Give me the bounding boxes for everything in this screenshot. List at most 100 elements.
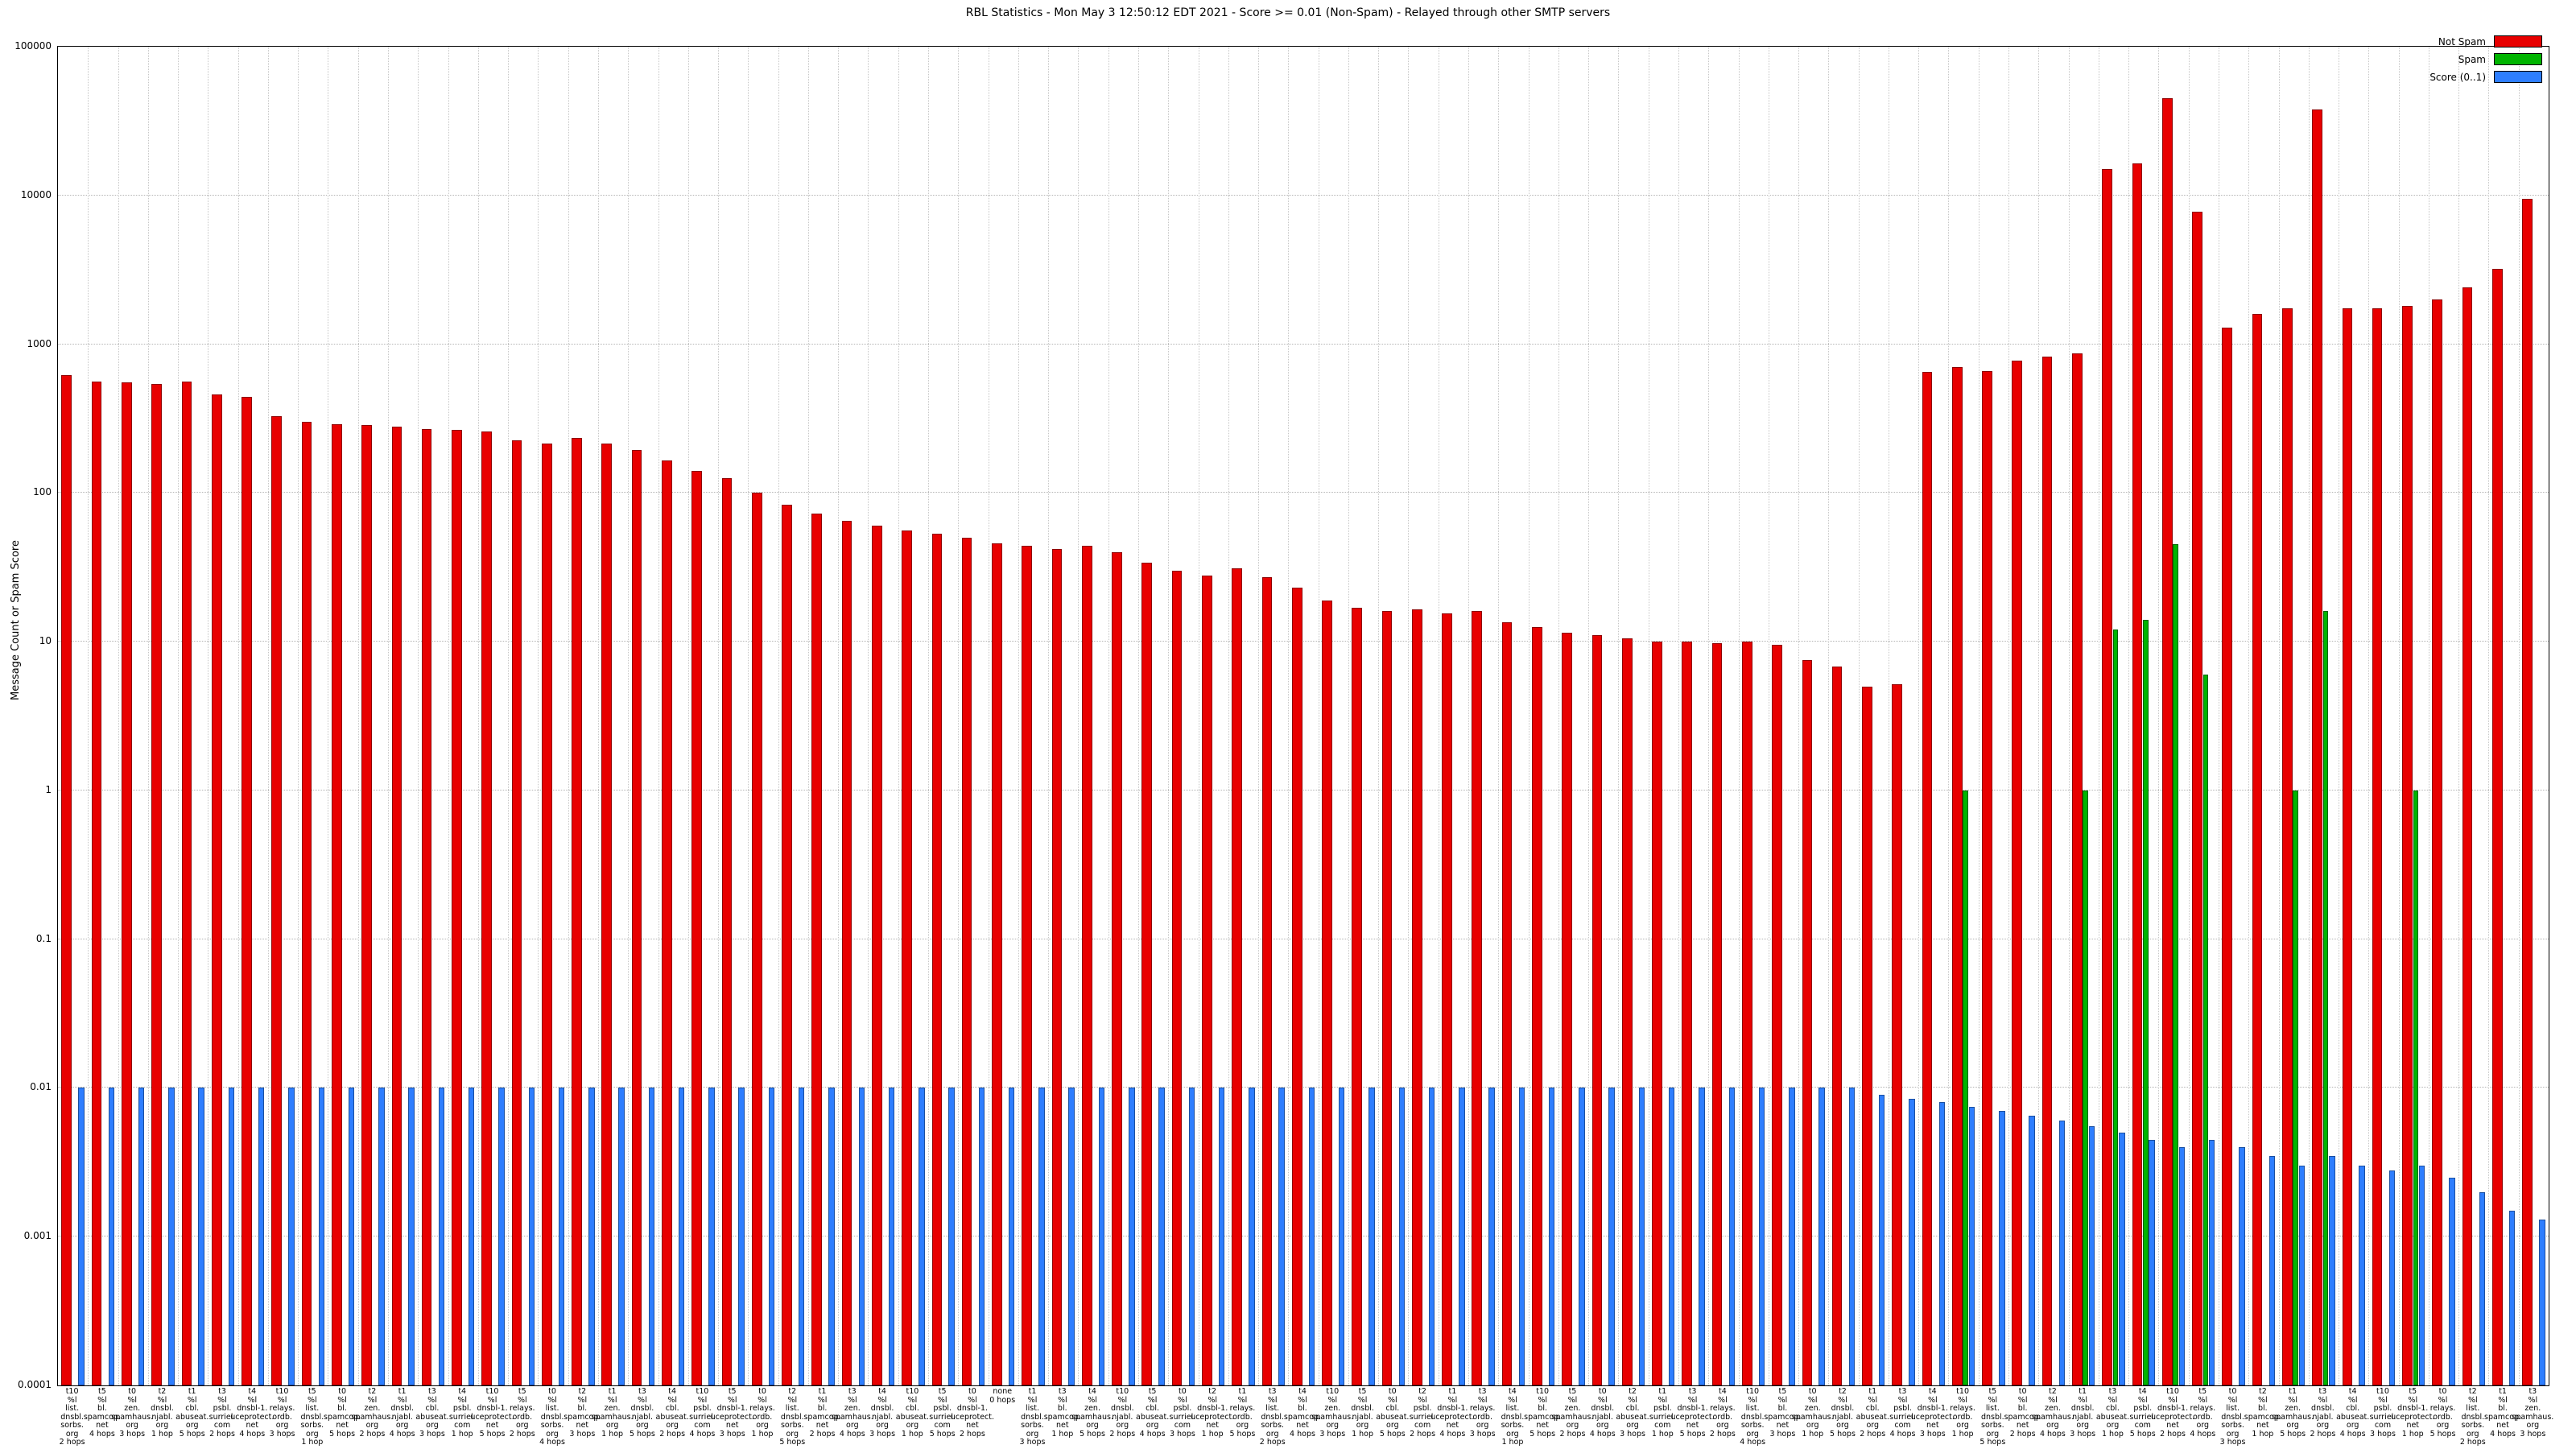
x-tick-label: t2 %l psbl. surriel. com 2 hops [1409, 1387, 1436, 1439]
gridline-vertical [898, 47, 899, 1385]
gridline-vertical [2308, 47, 2310, 1385]
bar-not-spam [1682, 642, 1693, 1385]
x-tick-label: t0 %l zen. spamhaus. org 1 hop [1791, 1387, 1834, 1439]
x-tick-label: t0 %l relays. ordb. org 5 hops [2429, 1387, 2456, 1439]
x-tick-label: t4 %l psbl. surriel. com 5 hops [2129, 1387, 2157, 1439]
bar-score [2479, 1191, 2485, 1385]
bar-not-spam [2462, 287, 2473, 1385]
gridline-vertical [1137, 47, 1139, 1385]
bar-not-spam [361, 425, 372, 1385]
bar-score [108, 1088, 115, 1385]
gridline-vertical [778, 47, 779, 1385]
x-tick-label: t10 %l psbl. surriel. com 4 hops [689, 1387, 716, 1439]
x-tick-label: t10 %l relays. ordb. org 3 hops [269, 1387, 295, 1439]
gridline-vertical [1858, 47, 1860, 1385]
bar-score [2508, 1210, 2516, 1385]
bar-score [2449, 1177, 2455, 1385]
x-tick-label: t3 %l cbl. abuseat. org 1 hop [2095, 1387, 2130, 1439]
gridline-vertical [807, 47, 809, 1385]
bar-spam [2322, 611, 2329, 1385]
gridline-vertical [538, 47, 539, 1385]
y-tick-label: 0.001 [23, 1230, 52, 1242]
bar-not-spam [961, 537, 972, 1385]
x-tick-label: t4 %l bl. spamcop. net 4 hops [1283, 1387, 1322, 1439]
bar-score [1188, 1088, 1195, 1385]
gridline-vertical [868, 47, 869, 1385]
bar-score [468, 1088, 475, 1385]
legend-item-score: Score (0..1) [2429, 71, 2542, 83]
bar-not-spam [902, 530, 912, 1385]
x-tick-label: t0 %l bl. spamcop. net 2 hops [2004, 1387, 2041, 1439]
bar-score [1278, 1088, 1285, 1385]
bar-not-spam [782, 505, 792, 1385]
x-tick-label: t1 %l bl. spamcop. net 2 hops [803, 1387, 841, 1439]
bar-score [2029, 1116, 2035, 1385]
gridline-vertical [718, 47, 720, 1385]
bar-not-spam [2041, 357, 2053, 1385]
x-tick-label: t5 %l list. dnsbl. sorbs. org 5 hops [1979, 1387, 2006, 1447]
x-tick-label: t10 %l list. dnsbl. sorbs. org 2 hops [59, 1387, 85, 1447]
x-tick-label: t2 %l dnsbl. njabl. org 5 hops [1830, 1387, 1856, 1439]
gridline-vertical [1828, 47, 1830, 1385]
gridline-vertical [2158, 47, 2160, 1385]
legend-label-score: Score (0..1) [2429, 71, 2486, 83]
x-tick-label: t3 %l dnsbl. njabl. org 5 hops [629, 1387, 655, 1439]
legend-label-not-spam: Not Spam [2438, 35, 2486, 47]
x-tick-label: t4 %l dnsbl-1. uceprotect. net 4 hops [230, 1387, 275, 1439]
bar-not-spam [1051, 548, 1063, 1385]
gridline-vertical [2398, 47, 2400, 1385]
plot-area [57, 46, 2549, 1386]
bar-not-spam [2222, 327, 2233, 1385]
gridline-vertical [1708, 47, 1710, 1385]
bar-not-spam [1472, 611, 1483, 1385]
x-tick-label: t0 %l list. dnsbl. sorbs. org 4 hops [539, 1387, 566, 1447]
gridline-vertical [1678, 47, 1679, 1385]
gridline-horizontal [58, 343, 2549, 345]
bar-score [2178, 1146, 2186, 1385]
bar-not-spam [811, 513, 823, 1385]
gridline-vertical [748, 47, 749, 1385]
gridline-vertical [2248, 47, 2250, 1385]
bar-score [1218, 1088, 1225, 1385]
gridline-horizontal [58, 194, 2549, 196]
gridline-vertical [1408, 47, 1410, 1385]
bar-not-spam [1741, 642, 1752, 1385]
gridline-vertical [2068, 47, 2070, 1385]
legend-swatch-not-spam [2494, 35, 2542, 47]
gridline-vertical [418, 47, 419, 1385]
gridline-vertical [838, 47, 840, 1385]
bar-not-spam [2161, 98, 2173, 1385]
x-tick-label: t2 %l zen. spamhaus. org 4 hops [2031, 1387, 2074, 1439]
bar-not-spam [751, 493, 762, 1385]
bar-score [1728, 1088, 1736, 1385]
gridline-vertical [1498, 47, 1500, 1385]
gridline-vertical [2038, 47, 2040, 1385]
bar-not-spam [2522, 198, 2533, 1385]
x-tick-label: t4 %l cbl. abuseat. org 4 hops [2336, 1387, 2370, 1439]
bar-not-spam [1501, 622, 1513, 1385]
x-tick-label: t10 %l relays. ordb. org 1 hop [1950, 1387, 1975, 1439]
x-tick-label: t5 %l relays. ordb. org 2 hops [509, 1387, 535, 1439]
bar-not-spam [1261, 577, 1273, 1385]
bar-not-spam [1322, 600, 1332, 1385]
bar-score [558, 1088, 565, 1385]
legend-item-spam: Spam [2429, 53, 2542, 65]
bar-not-spam [1381, 611, 1393, 1385]
bar-not-spam [391, 426, 402, 1385]
bar-not-spam [1831, 667, 1843, 1385]
bar-score [1038, 1088, 1045, 1385]
gridline-vertical [1588, 47, 1590, 1385]
gridline-vertical [1948, 47, 1950, 1385]
bar-not-spam [91, 382, 102, 1385]
x-tick-label: t1 %l list. dnsbl. sorbs. org 3 hops [1019, 1387, 1046, 1447]
bar-score [2418, 1166, 2425, 1385]
bar-score [1638, 1088, 1645, 1385]
bar-score [1699, 1088, 1705, 1385]
bar-not-spam [211, 394, 222, 1385]
bar-not-spam [841, 520, 852, 1385]
bar-score [1818, 1088, 1825, 1385]
x-tick-label: t3 %l list. dnsbl. sorbs. org 2 hops [1259, 1387, 1286, 1447]
x-tick-label: t2 %l zen. spamhaus. org 2 hops [351, 1387, 394, 1439]
x-tick-label: t3 %l dnsbl. njabl. org 2 hops [2310, 1387, 2336, 1439]
gridline-vertical [1018, 47, 1019, 1385]
